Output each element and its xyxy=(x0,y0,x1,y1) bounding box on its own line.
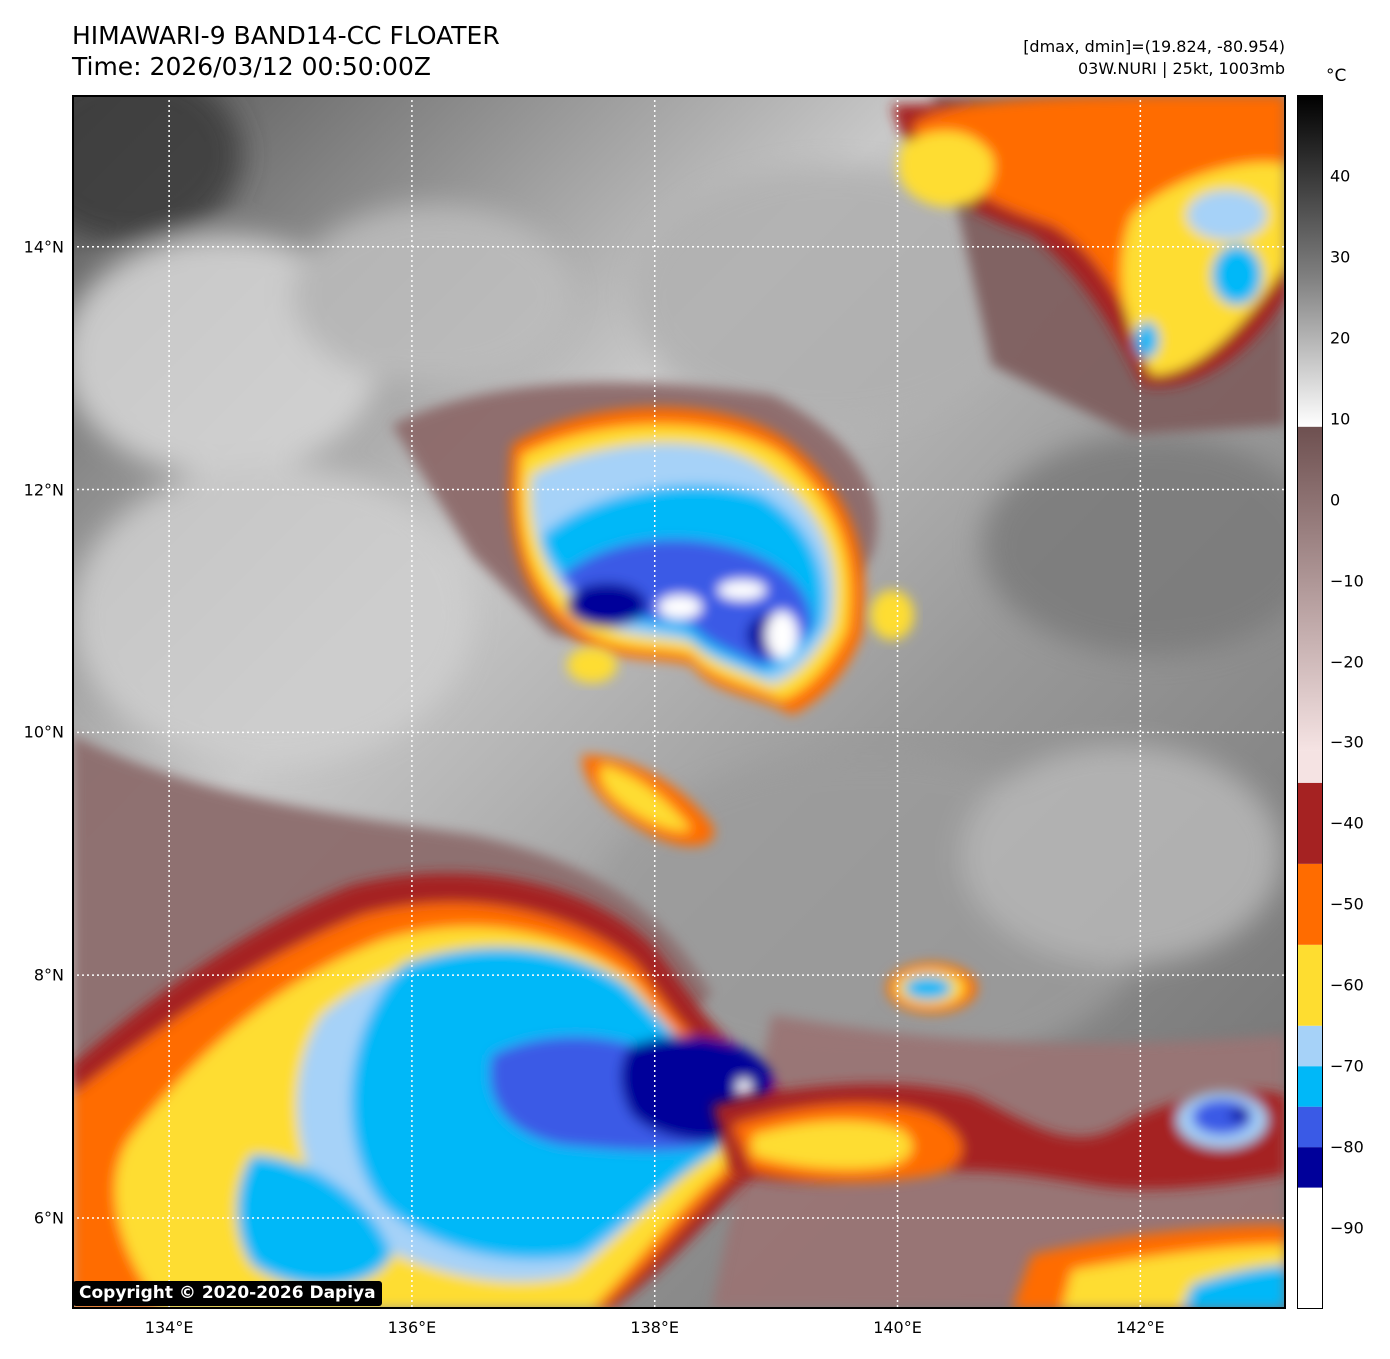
colorbar-tick-label: 0 xyxy=(1330,490,1341,510)
colorbar-tick-label: −50 xyxy=(1330,894,1364,914)
lon-tick-label: 138°E xyxy=(630,1318,680,1337)
lat-tick-label: 8°N xyxy=(33,965,64,985)
colorbar-segment xyxy=(1297,944,1323,1026)
colorbar-tick-label: 30 xyxy=(1330,247,1351,267)
colorbar-segment xyxy=(1297,1187,1323,1309)
colorbar-tick-label: −70 xyxy=(1330,1056,1364,1076)
colorbar-segment xyxy=(1297,782,1323,864)
storm-info: 03W.NURI | 25kt, 1003mb xyxy=(1077,59,1285,78)
copyright-label: Copyright © 2020-2026 Dapiya xyxy=(73,1281,382,1306)
ne-convection xyxy=(892,95,1286,387)
colorbar-tick-label: −60 xyxy=(1330,975,1364,995)
colorbar-unit: °C xyxy=(1326,66,1347,86)
colorbar-tick-label: −20 xyxy=(1330,652,1364,672)
central-convection xyxy=(510,407,865,715)
colorbar-tick-label: −40 xyxy=(1330,813,1364,833)
lat-tick-label: 14°N xyxy=(23,237,64,257)
colorbar-tick-label: 20 xyxy=(1330,328,1351,348)
colorbar-segment xyxy=(1297,1106,1323,1148)
lon-tick-label: 136°E xyxy=(387,1318,437,1337)
colorbar-gray-segment xyxy=(1297,95,1323,427)
colorbar xyxy=(1297,95,1323,1309)
southern-convection xyxy=(72,873,782,1309)
lat-tick-label: 6°N xyxy=(33,1208,64,1228)
map-frame xyxy=(72,95,1286,1309)
colorbar-segment xyxy=(1297,1147,1323,1188)
lat-tick-label: 12°N xyxy=(23,480,64,500)
colorbar-tick-label: 10 xyxy=(1330,409,1351,429)
colorbar-light-segment xyxy=(1297,750,1323,783)
colorbar-tick-label: −80 xyxy=(1330,1137,1364,1157)
image-title: HIMAWARI-9 BAND14-CC FLOATER xyxy=(72,21,500,50)
lon-tick-label: 140°E xyxy=(873,1318,922,1337)
colorbar-tick-label: 40 xyxy=(1330,166,1351,186)
lon-tick-label: 142°E xyxy=(1115,1318,1165,1337)
colorbar-tick-label: −90 xyxy=(1330,1218,1364,1238)
map-grid xyxy=(72,95,1286,1309)
lon-tick-label: 134°E xyxy=(144,1318,194,1337)
colorbar-brown-segment xyxy=(1297,426,1323,751)
colorbar-segment xyxy=(1297,1066,1323,1107)
satellite-map xyxy=(72,95,1286,1309)
colorbar-tick-label: −10 xyxy=(1330,571,1364,591)
colorbar-segment xyxy=(1297,1025,1323,1067)
colorbar-segment xyxy=(1297,863,1323,945)
dmax-dmin-readout: [dmax, dmin]=(19.824, -80.954) xyxy=(1023,37,1285,56)
colorbar-tick-label: −30 xyxy=(1330,732,1364,752)
image-time: Time: 2026/03/12 00:50:00Z xyxy=(72,52,431,81)
lat-tick-label: 10°N xyxy=(23,722,64,742)
